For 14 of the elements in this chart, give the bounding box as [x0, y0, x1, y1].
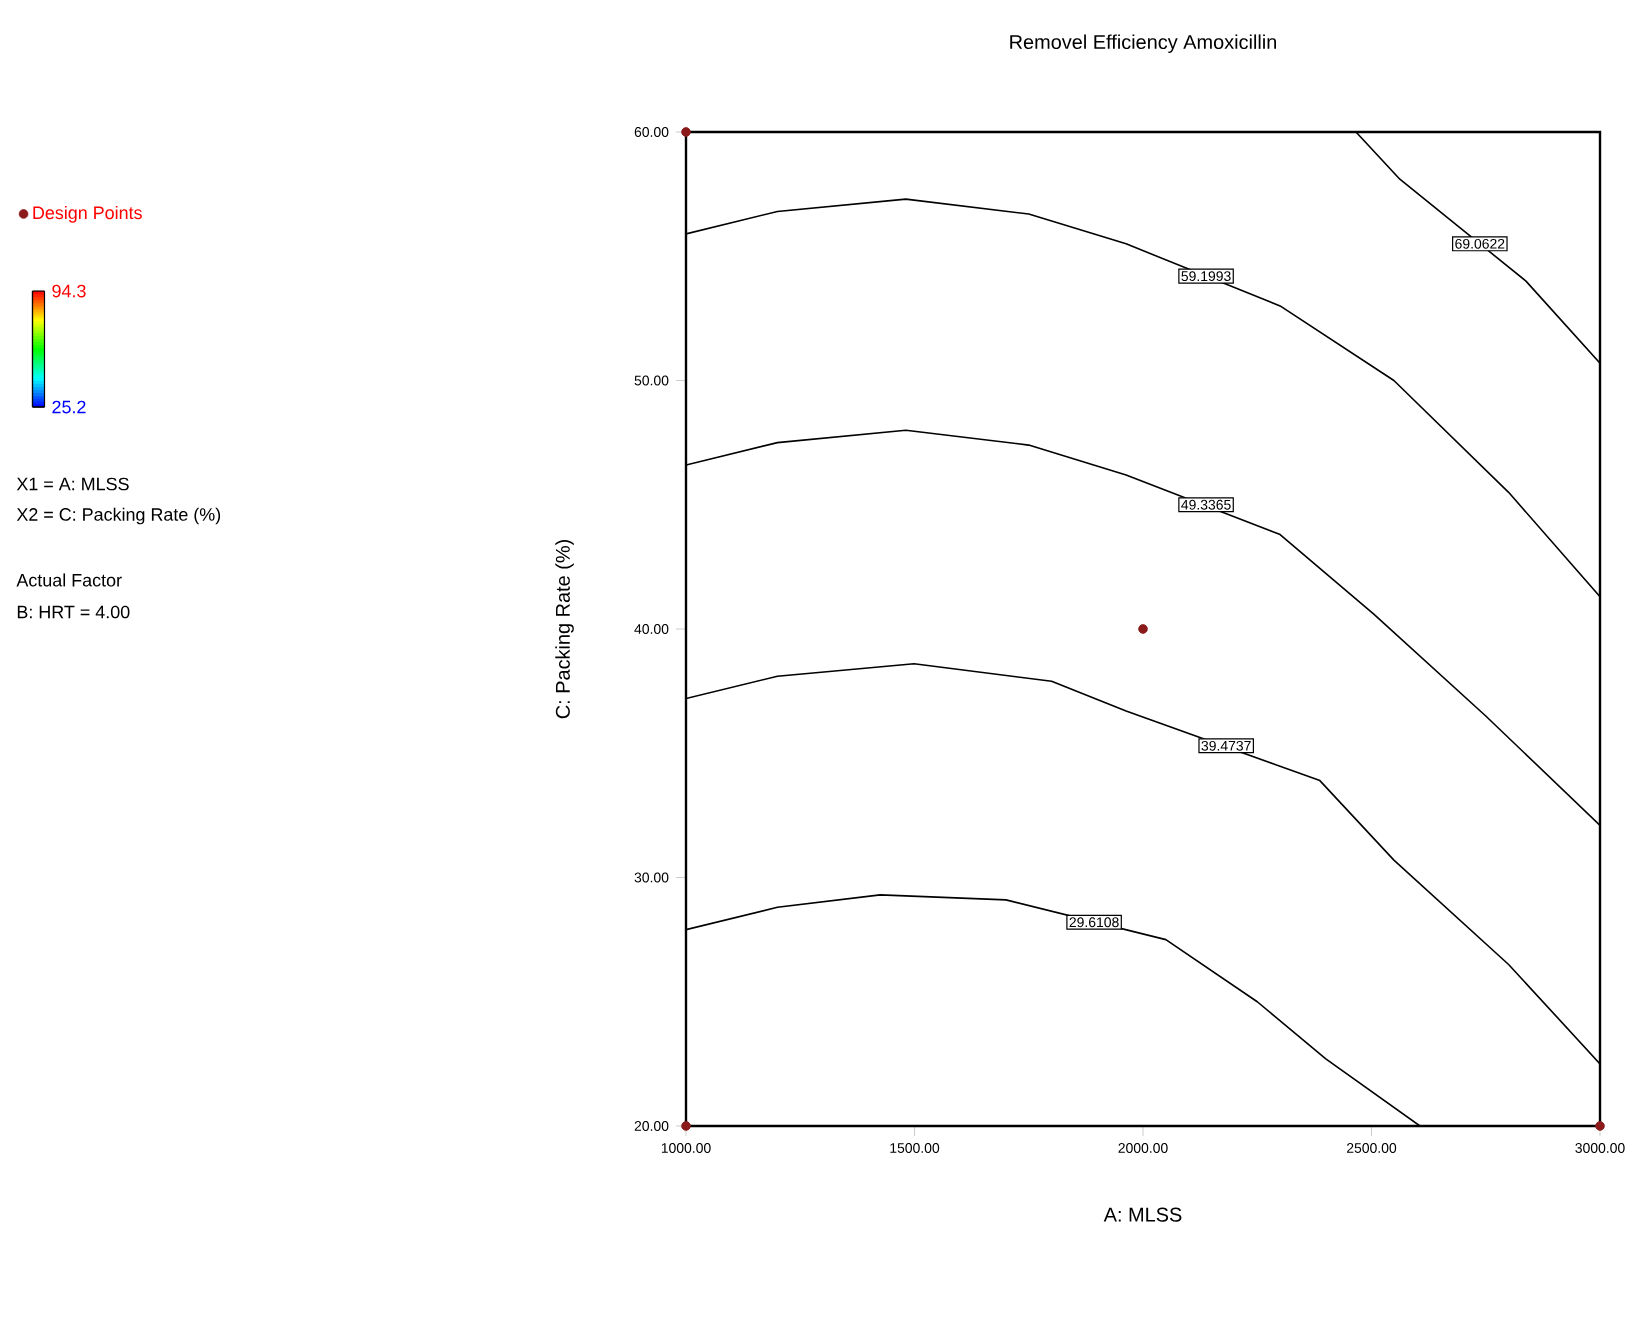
- point: [681, 127, 691, 137]
- color-bar-label: 25.2: [52, 400, 86, 414]
- text: B: HRT = 4.00: [17, 605, 130, 619]
- text: Actual Factor: [16, 573, 122, 587]
- text: X2 = C: Packing Rate (%): [16, 507, 221, 525]
- point: [1138, 624, 1148, 634]
- legend-label: Design Points: [33, 205, 142, 223]
- chart-title: Removel Efficiency Amoxicillin: [1010, 34, 1276, 53]
- text: X1 = A: MLSS: [16, 477, 129, 491]
- point: [1595, 1121, 1605, 1131]
- x-axis-title: A: MLSS: [1103, 1207, 1182, 1222]
- y-axis-title: C: Packing Rate (%): [555, 540, 574, 719]
- color-bar-label: 94.3: [52, 284, 86, 298]
- point: [681, 1121, 691, 1131]
